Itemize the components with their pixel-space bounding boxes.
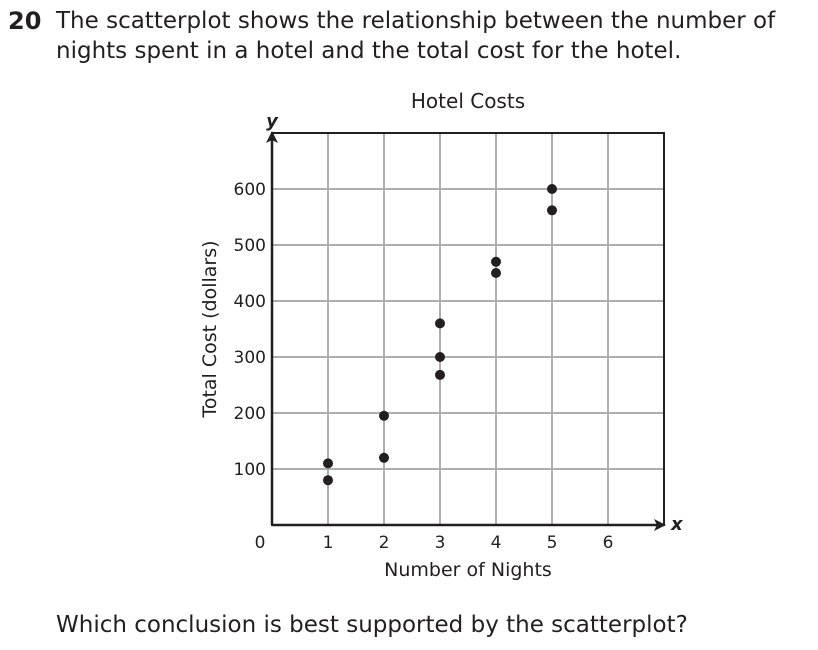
question-stem: The scatterplot shows the relationship b… (56, 6, 816, 66)
data-point (379, 452, 389, 463)
chart-title: Hotel Costs (411, 89, 525, 113)
y-tick-label: 500 (234, 236, 266, 256)
data-point (435, 369, 445, 380)
x-tick-label: 2 (379, 533, 390, 553)
x-tick-label: 3 (435, 533, 446, 553)
y-tick-label: 100 (234, 460, 266, 480)
x-tick-label: 5 (547, 533, 558, 553)
data-point (491, 268, 501, 278)
axis-ticks: 1 2 3 4 5 6 100 200 300 400 500 600 (234, 180, 614, 553)
data-point (547, 184, 557, 194)
data-point (491, 256, 501, 267)
x-tick-label: 4 (491, 533, 502, 553)
data-point (435, 318, 445, 329)
chart-grid (272, 133, 664, 525)
question-stem-line: The scatterplot shows the relationship b… (56, 8, 776, 34)
scatterplot-chart: 1 2 3 4 5 6 100 200 300 400 500 600 Hotel Costs Num… (199, 89, 684, 581)
data-points (323, 184, 557, 486)
question-number: 20 (8, 7, 42, 35)
y-tick-label: 200 (234, 404, 266, 424)
x-tick-label: 6 (603, 533, 614, 553)
origin-label: 0 (255, 533, 266, 553)
question-prompt: Which conclusion is best supported by th… (56, 612, 688, 638)
y-tick-label: 600 (234, 180, 266, 200)
question-stem-line: nights spent in a hotel and the total co… (56, 38, 682, 64)
x-axis-letter: x (670, 514, 684, 535)
data-point (323, 475, 333, 486)
x-axis-title: Number of Nights (384, 559, 552, 581)
data-point (547, 205, 557, 216)
data-point (323, 458, 333, 469)
y-tick-label: 400 (234, 292, 266, 312)
data-point (435, 352, 445, 362)
y-axis-title: Total Cost (dollars) (199, 240, 221, 418)
y-axis-letter: y (266, 111, 279, 132)
y-tick-label: 300 (234, 348, 266, 368)
x-tick-label: 1 (323, 533, 334, 553)
data-point (379, 410, 389, 421)
